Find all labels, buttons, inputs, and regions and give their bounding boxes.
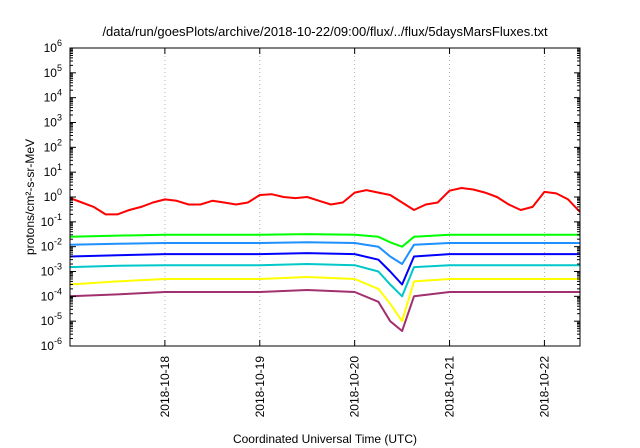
series-line-5 (69, 263, 580, 298)
x-tick-label: 2018-10-19 (253, 356, 267, 418)
x-tick-label: 2018-10-21 (443, 356, 457, 418)
y-tick-label: 103 (44, 113, 62, 130)
x-tick-label: 2018-10-20 (348, 356, 362, 418)
x-tick-label: 2018-10-22 (537, 356, 551, 418)
y-tick-label: 106 (44, 38, 62, 55)
y-tick-label: 101 (44, 162, 62, 179)
y-tick-label: 105 (44, 63, 62, 80)
y-tick-label: 10-1 (41, 212, 62, 229)
axes: 2018-10-18 2018-10-19 2018-10-20 2018-10-21… (41, 38, 580, 417)
series-line-6 (69, 276, 580, 323)
gridlines (164, 48, 545, 346)
series-group (69, 187, 581, 332)
series-line-2 (69, 233, 580, 248)
chart-title: /data/run/goesPlots/archive/2018-10-22/0… (102, 24, 548, 39)
series-line-3 (69, 241, 580, 265)
y-tick-label: 10-5 (41, 311, 62, 328)
y-tick-label: 104 (44, 88, 62, 105)
y-tick-label: 10-6 (41, 336, 62, 353)
y-tick-label: 10-4 (41, 286, 62, 303)
x-axis-label: Coordinated Universal Time (UTC) (233, 432, 417, 446)
y-axis-label: protons/cm²-s-sr-MeV (23, 139, 37, 255)
y-tick-label: 100 (44, 187, 62, 204)
series-line-4 (69, 252, 580, 286)
x-tick-label: 2018-10-18 (158, 356, 172, 418)
y-tick-label: 10-3 (41, 262, 62, 279)
series-line-1 (69, 187, 581, 216)
series-line-7 (69, 289, 580, 332)
y-tick-label: 10-2 (41, 237, 62, 254)
plot-frame (69, 47, 581, 347)
y-tick-label: 102 (44, 137, 62, 154)
